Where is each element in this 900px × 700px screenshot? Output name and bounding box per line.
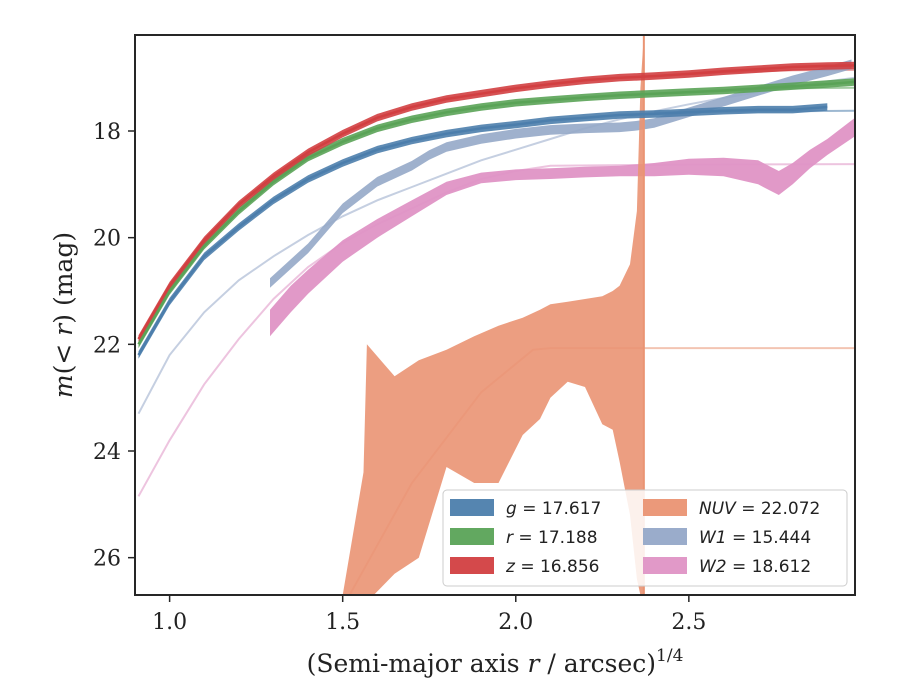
band-w1 — [270, 59, 852, 288]
x-tick-label: 2.0 — [498, 610, 533, 635]
x-axis-title: (Semi-major axis r / arcsec)1/4 — [307, 646, 684, 678]
x-tick-label: 2.5 — [671, 610, 706, 635]
curve-z — [137, 64, 855, 340]
curve-r — [137, 80, 855, 345]
legend-label: W2 = 18.612 — [699, 557, 811, 577]
legend-label: NUV = 22.072 — [699, 499, 820, 519]
legend-item-g: g = 17.617 — [450, 499, 601, 519]
curve-g — [137, 105, 828, 356]
y-axis-title: m(< r) (mag) — [49, 232, 78, 398]
legend-item-r: r = 17.188 — [450, 528, 598, 548]
legend-swatch — [643, 557, 687, 574]
y-tick-label: 20 — [93, 227, 121, 252]
x-tick-label: 1.0 — [152, 610, 187, 635]
legend: g = 17.617 r = 17.188 z = 16.856 NUV = 22.0… — [442, 489, 848, 587]
legend-item-nuv: NUV = 22.072 — [643, 499, 820, 519]
legend-item-w2: W2 = 18.612 — [643, 557, 811, 577]
legend-swatch — [643, 499, 687, 516]
legend-label: W1 = 15.444 — [699, 528, 811, 548]
legend-swatch — [450, 528, 494, 545]
band-nuv — [342, 35, 644, 595]
y-tick-label: 18 — [93, 120, 121, 145]
y-tick-label: 24 — [93, 440, 121, 465]
y-tick-label: 22 — [93, 333, 121, 358]
legend-item-w1: W1 = 15.444 — [643, 528, 811, 548]
y-tick-label: 26 — [93, 547, 121, 572]
legend-swatch — [450, 499, 494, 516]
legend-label: r = 17.188 — [506, 528, 598, 548]
band-w2 — [270, 117, 855, 337]
legend-swatch — [450, 557, 494, 574]
legend-item-z: z = 16.856 — [450, 557, 599, 577]
legend-label: g = 17.617 — [506, 499, 601, 519]
axis-ticks: 1.0 1.5 2.0 2.5 18 20 22 24 26 — [93, 120, 706, 635]
legend-label: z = 16.856 — [505, 557, 599, 577]
legend-swatch — [643, 528, 687, 545]
x-tick-label: 1.5 — [325, 610, 360, 635]
plot-frame — [134, 34, 856, 596]
